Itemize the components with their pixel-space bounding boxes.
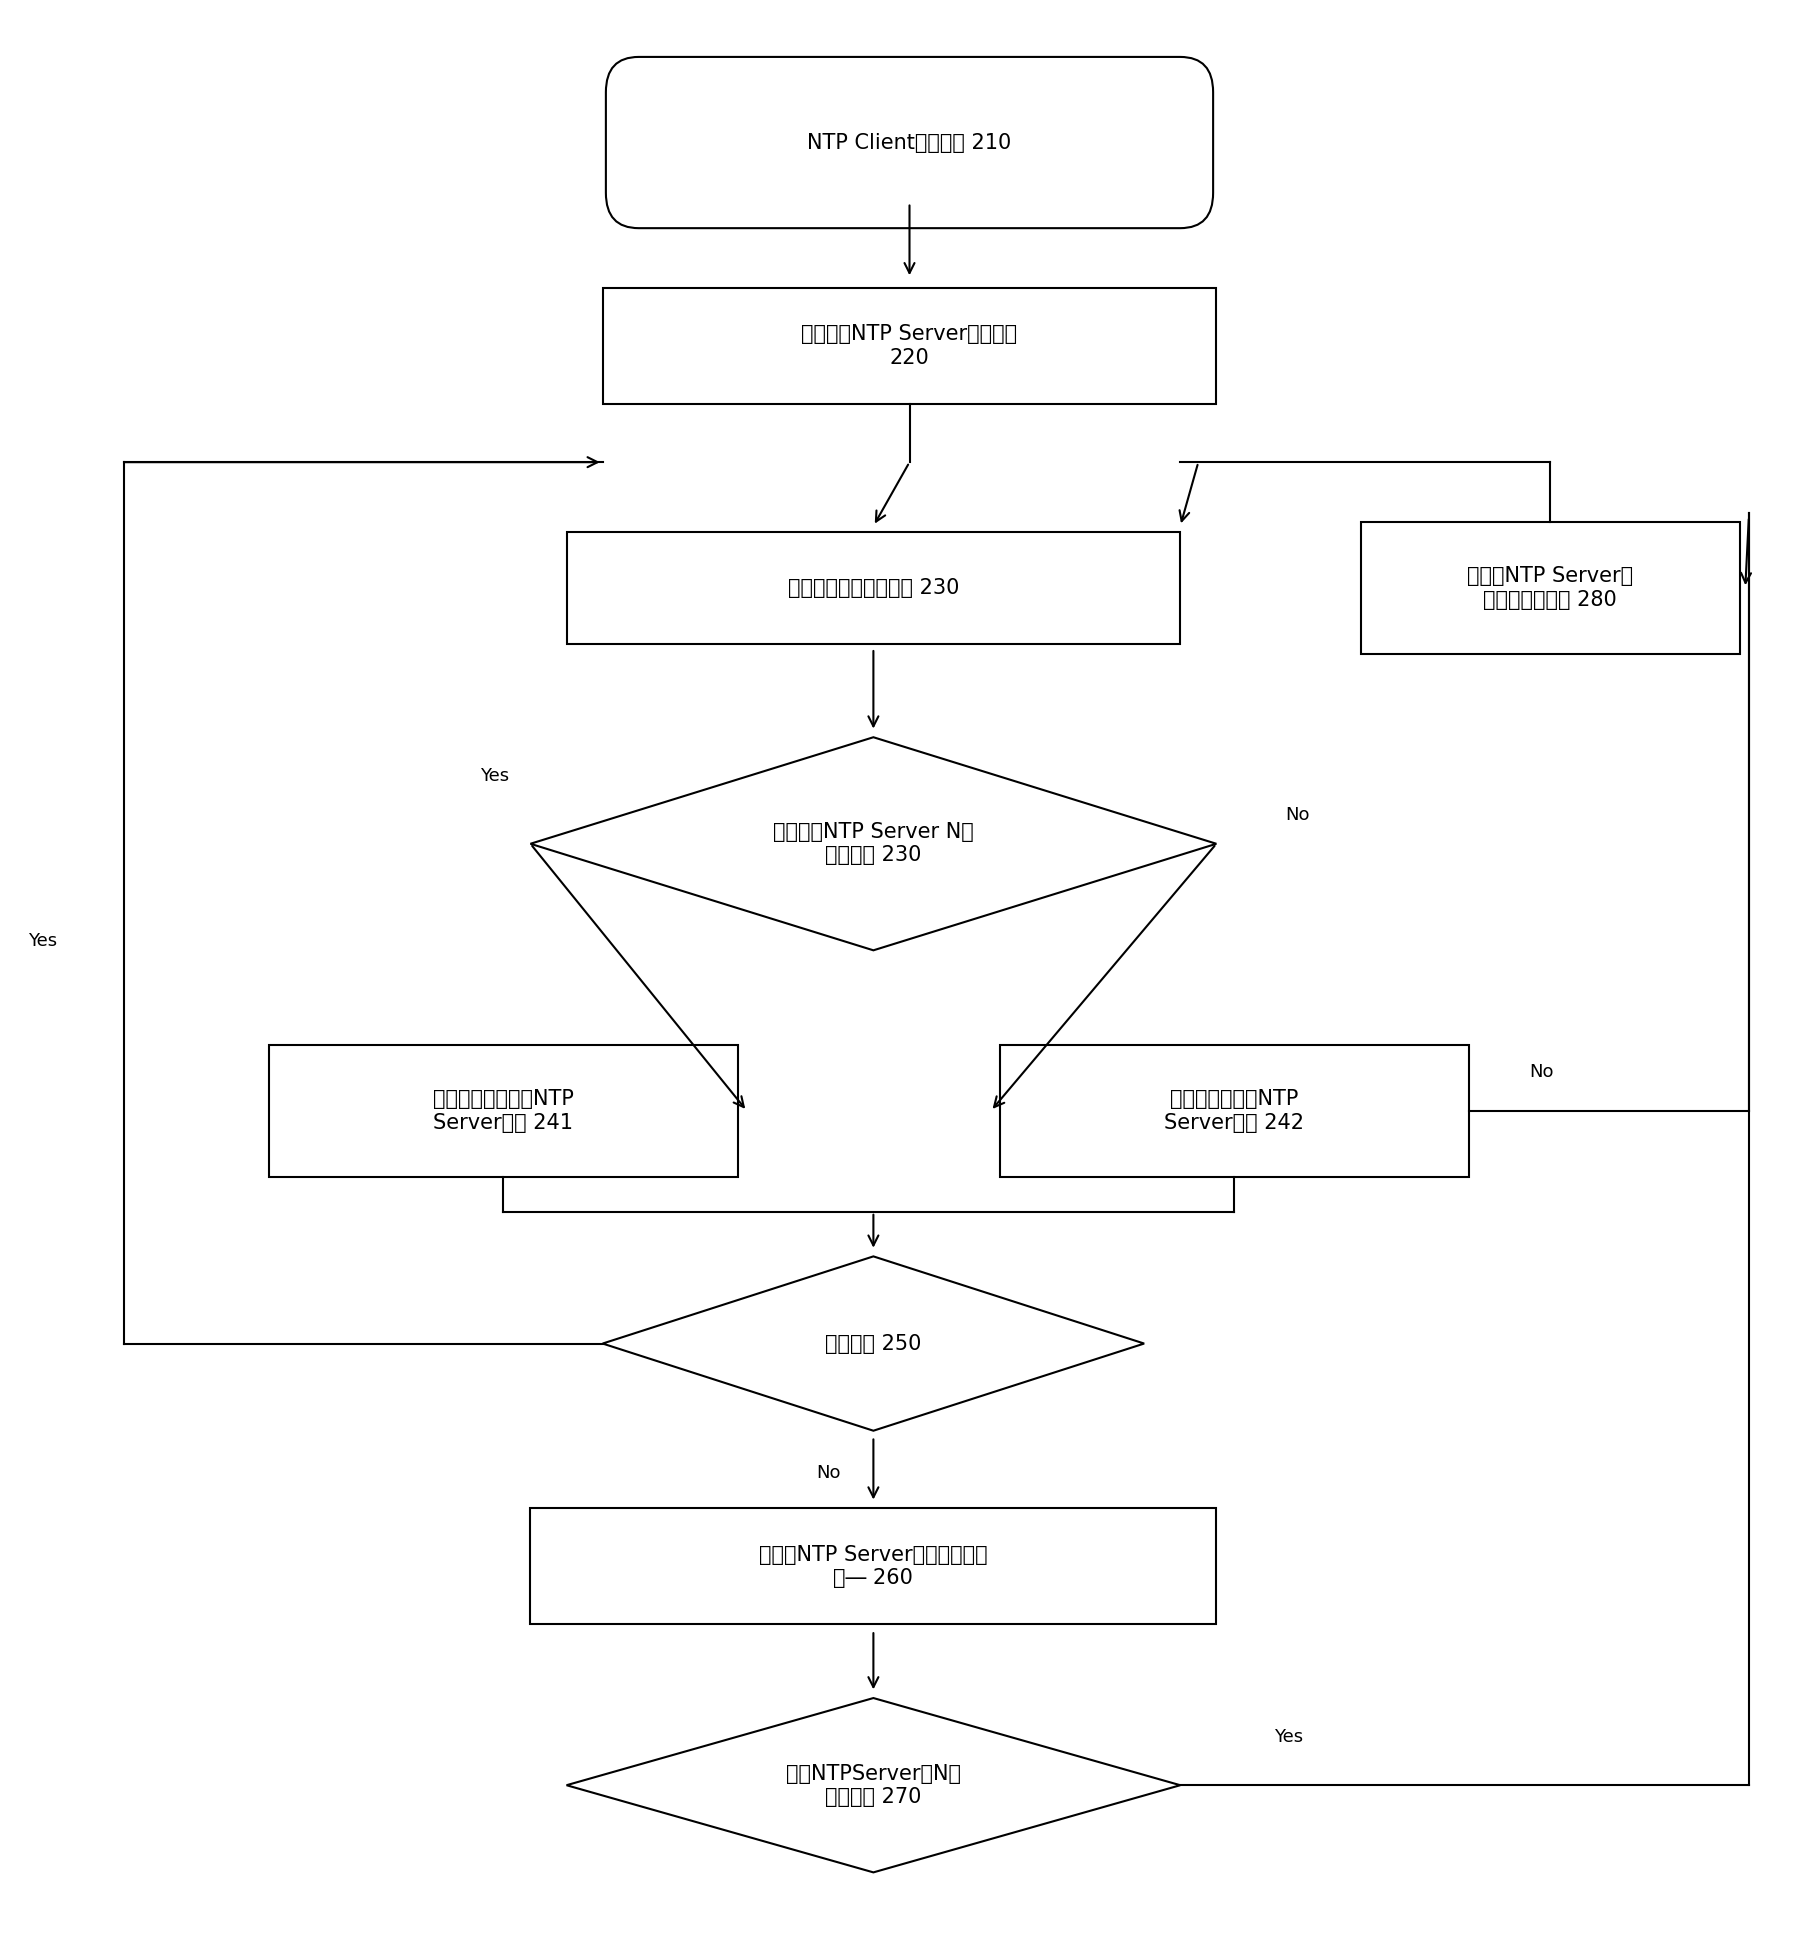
- Polygon shape: [566, 1697, 1181, 1873]
- Text: No: No: [1530, 1063, 1553, 1081]
- Bar: [269, 1046, 739, 1176]
- Text: 选中的NTP Server校时失败次数
加― 260: 选中的NTP Server校时失败次数 加― 260: [759, 1545, 988, 1588]
- Text: No: No: [1286, 806, 1310, 823]
- Text: No: No: [817, 1465, 840, 1483]
- Text: Yes: Yes: [480, 767, 509, 784]
- Bar: [1361, 523, 1739, 654]
- Text: 校时成功 250: 校时成功 250: [826, 1334, 922, 1354]
- Bar: [1000, 1046, 1470, 1176]
- Bar: [602, 289, 1217, 404]
- Text: NTP Client开始运行 210: NTP Client开始运行 210: [808, 133, 1011, 152]
- Text: Yes: Yes: [1273, 1729, 1302, 1746]
- Text: 选择高优先级的NTP
Server校时 242: 选择高优先级的NTP Server校时 242: [1164, 1089, 1304, 1134]
- Text: 所有NTPServer都N次
校时失败 270: 所有NTPServer都N次 校时失败 270: [786, 1764, 960, 1807]
- Polygon shape: [531, 737, 1217, 950]
- Bar: [566, 533, 1181, 644]
- Text: 高优先级NTP Server N次
校时失败 230: 高优先级NTP Server N次 校时失败 230: [773, 821, 973, 866]
- Bar: [531, 1508, 1217, 1625]
- FancyBboxPatch shape: [606, 57, 1213, 228]
- Text: 选择下一优先级的NTP
Server校时 241: 选择下一优先级的NTP Server校时 241: [433, 1089, 573, 1134]
- Text: Yes: Yes: [29, 933, 58, 950]
- Text: 等待下一次校时间隔到 230: 等待下一次校时间隔到 230: [788, 577, 959, 599]
- Polygon shape: [602, 1256, 1144, 1430]
- Text: 将所有NTP Server校
时失败次数置零 280: 将所有NTP Server校 时失败次数置零 280: [1468, 566, 1633, 609]
- Text: 设置各个NTP Server的优先级
220: 设置各个NTP Server的优先级 220: [802, 324, 1017, 367]
